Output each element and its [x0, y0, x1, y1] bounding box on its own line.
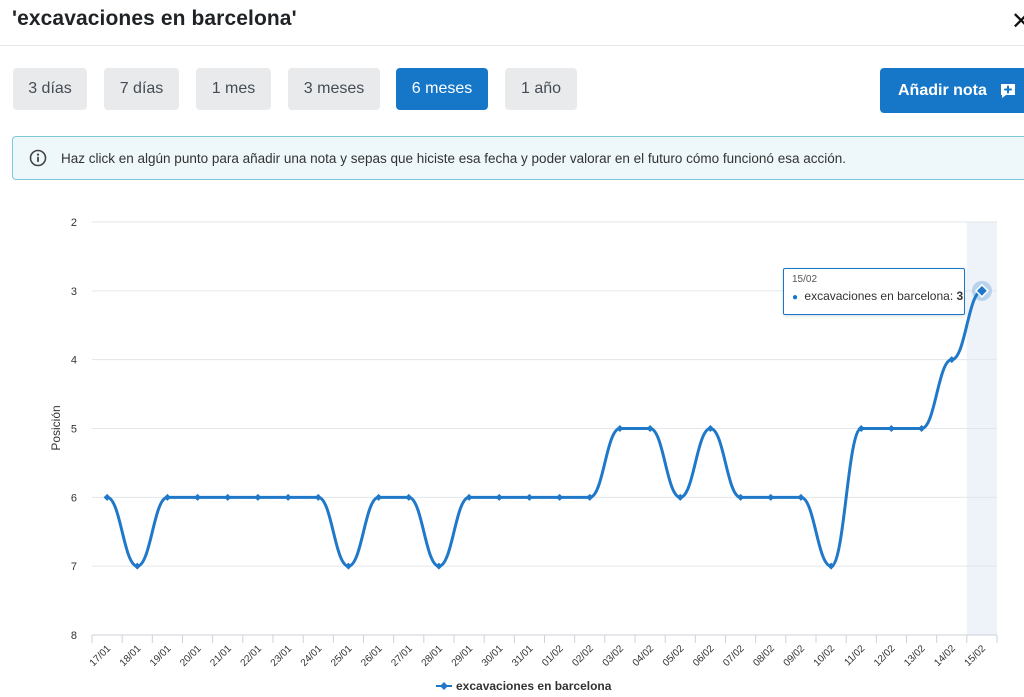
range-button-6-meses[interactable]: 6 meses	[396, 68, 488, 110]
data-point[interactable]	[948, 356, 956, 364]
data-point[interactable]	[194, 493, 202, 501]
data-point[interactable]	[375, 493, 383, 501]
x-tick-label: 09/02	[782, 643, 808, 669]
range-button-1-ano[interactable]: 1 año	[505, 68, 577, 110]
note-add-icon	[999, 82, 1017, 100]
x-tick-label: 26/01	[359, 643, 385, 669]
x-tick-label: 10/02	[812, 643, 838, 669]
data-point[interactable]	[974, 283, 989, 298]
chart-legend[interactable]: excavaciones en barcelona	[436, 679, 612, 693]
tooltip-separator: :	[949, 289, 957, 303]
y-tick-label: 6	[71, 492, 77, 504]
data-point[interactable]	[133, 562, 141, 570]
data-point[interactable]	[254, 493, 262, 501]
legend-marker-icon	[440, 682, 448, 690]
x-tick-label: 07/02	[721, 643, 747, 669]
tooltip-date: 15/02	[792, 274, 818, 285]
modal-header: 'excavaciones en barcelona' ✕	[0, 0, 1024, 46]
data-point[interactable]	[405, 493, 413, 501]
x-tick-label: 02/02	[570, 643, 596, 669]
x-tick-label: 18/01	[118, 643, 144, 669]
data-point[interactable]	[797, 493, 805, 501]
close-icon[interactable]: ✕	[1011, 8, 1024, 35]
range-button-1-mes[interactable]: 1 mes	[196, 68, 271, 110]
x-tick-label: 20/01	[178, 643, 204, 669]
x-axis: 17/01 18/01 19/01 20/01 21/01 22/01 23/01 24/01…	[88, 634, 998, 669]
position-line-chart[interactable]: 2 3 4 5 6 7 8 Posición 17/01 18/01 19/01 20/01 21/…	[0, 190, 1024, 697]
range-button-7-dias[interactable]: 7 días	[104, 68, 179, 110]
data-point[interactable]	[284, 493, 292, 501]
x-tick-label: 27/01	[389, 643, 415, 669]
x-tick-label: 28/01	[420, 643, 446, 669]
data-point[interactable]	[767, 493, 775, 501]
x-tick-label: 11/02	[842, 643, 867, 668]
data-point[interactable]	[435, 562, 443, 570]
x-tick-label: 13/02	[902, 643, 928, 669]
x-tick-label: 17/01	[88, 643, 114, 669]
tooltip-series-label: excavaciones en barcelona	[804, 289, 950, 303]
x-tick-label: 14/02	[932, 643, 958, 669]
x-tick-label: 30/01	[480, 643, 506, 669]
x-tick-label: 05/02	[661, 643, 687, 669]
x-tick-label: 12/02	[872, 643, 898, 669]
x-tick-label: 19/01	[148, 643, 174, 669]
data-point[interactable]	[525, 493, 533, 501]
info-text: Haz click en algún punto para añadir una…	[61, 150, 846, 166]
x-tick-label: 22/01	[239, 643, 265, 669]
data-point[interactable]	[887, 425, 895, 432]
x-tick-label: 01/02	[540, 643, 566, 669]
y-tick-label: 8	[71, 630, 77, 642]
tooltip-row: ● excavaciones en barcelona: 3	[792, 289, 963, 303]
x-tick-label: 23/01	[269, 643, 295, 669]
data-point[interactable]	[103, 493, 111, 501]
chart-tooltip: 15/02 ● excavaciones en barcelona: 3	[783, 268, 965, 315]
x-tick-label: 21/01	[208, 643, 234, 669]
series-layer[interactable]	[103, 280, 992, 570]
tooltip-value: 3	[956, 289, 964, 303]
y-tick-label: 7	[71, 561, 77, 573]
x-tick-label: 06/02	[691, 643, 717, 669]
x-tick-label: 04/02	[631, 643, 657, 669]
data-point[interactable]	[646, 425, 654, 432]
data-point[interactable]	[163, 493, 171, 501]
x-tick-label: 08/02	[751, 643, 777, 669]
data-point[interactable]	[465, 493, 473, 501]
data-point[interactable]	[224, 493, 232, 501]
tooltip-bullet-icon: ●	[792, 292, 799, 303]
y-tick-label: 5	[71, 424, 77, 436]
data-point[interactable]	[344, 562, 352, 570]
legend-label: excavaciones en barcelona	[456, 679, 612, 693]
y-tick-label: 2	[71, 217, 77, 229]
data-point[interactable]	[918, 425, 926, 432]
x-tick-label: 15/02	[963, 643, 989, 669]
data-point[interactable]	[857, 425, 865, 432]
x-tick-label: 24/01	[299, 643, 325, 669]
data-point[interactable]	[556, 493, 564, 501]
y-axis-title: Posición	[49, 405, 63, 450]
info-banner: Haz click en algún punto para añadir una…	[12, 136, 1024, 180]
data-point[interactable]	[616, 425, 624, 432]
x-tick-label: 31/01	[510, 643, 536, 669]
data-point[interactable]	[586, 493, 594, 501]
data-point[interactable]	[737, 493, 745, 501]
y-axis: 2 3 4 5 6 7 8	[71, 217, 77, 642]
data-point[interactable]	[495, 493, 503, 501]
add-note-label: Añadir nota	[898, 81, 987, 99]
x-tick-label: 03/02	[601, 643, 627, 669]
range-button-3-dias[interactable]: 3 días	[13, 68, 87, 110]
y-tick-label: 4	[71, 355, 77, 367]
data-point[interactable]	[827, 562, 835, 570]
info-icon	[29, 149, 47, 167]
data-point[interactable]	[676, 493, 684, 501]
x-tick-label: 25/01	[329, 643, 355, 669]
data-point[interactable]	[314, 493, 322, 501]
y-tick-label: 3	[71, 286, 77, 298]
range-button-3-meses[interactable]: 3 meses	[288, 68, 380, 110]
add-note-button[interactable]: Añadir nota	[880, 68, 1024, 113]
page-title: 'excavaciones en barcelona'	[12, 7, 297, 30]
x-tick-label: 29/01	[450, 643, 476, 669]
data-point[interactable]	[706, 425, 714, 432]
